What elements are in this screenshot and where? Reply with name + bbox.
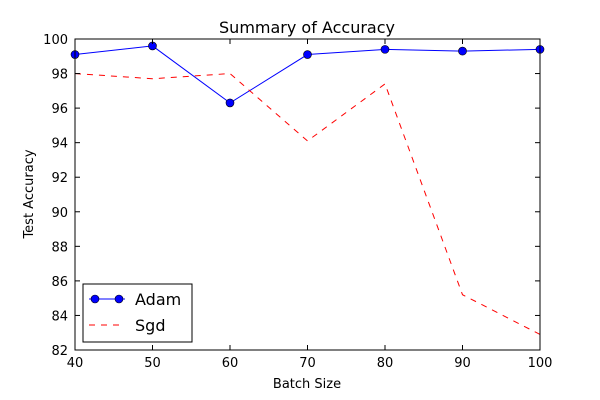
y-tick-label: 84 [51,309,68,324]
x-tick-label: 50 [144,356,161,371]
axis-ticks: 40 50 60 70 80 90 100 82 84 86 88 90 92 94 96 98 100 [43,33,552,371]
y-tick-label: 100 [43,33,68,48]
y-axis-label: Test Accuracy [22,149,37,239]
y-tick-label: 96 [51,102,68,117]
legend: Adam Sgd [82,283,193,343]
series-line-sgd [74,73,541,335]
y-tick-label: 86 [51,275,68,290]
legend-box [82,283,193,343]
y-tick-label: 90 [51,206,68,221]
legend-label-sgd: Sgd [135,316,165,335]
y-tick-label: 88 [51,240,68,255]
x-tick-label: 100 [528,356,553,371]
data-point-adam [225,98,235,108]
plot-lines [70,41,545,335]
y-tick-label: 82 [51,344,68,359]
data-point-adam [303,50,312,59]
y-tick-label: 94 [51,137,68,152]
x-tick-label: 70 [299,356,316,371]
x-tick-label: 40 [67,356,84,371]
legend-label-adam: Adam [135,290,181,309]
x-axis-label: Batch Size [273,377,341,392]
x-tick-label: 90 [454,356,471,371]
x-tick-label: 80 [377,356,394,371]
y-tick-label: 98 [51,68,68,83]
x-tick-label: 60 [222,356,239,371]
y-tick-label: 92 [51,171,68,186]
chart-title: Summary of Accuracy [219,18,395,37]
data-point-adam [458,46,467,56]
legend-marker-adam-2 [114,294,124,304]
legend-marker-adam [90,294,100,304]
data-point-adam [380,45,390,54]
